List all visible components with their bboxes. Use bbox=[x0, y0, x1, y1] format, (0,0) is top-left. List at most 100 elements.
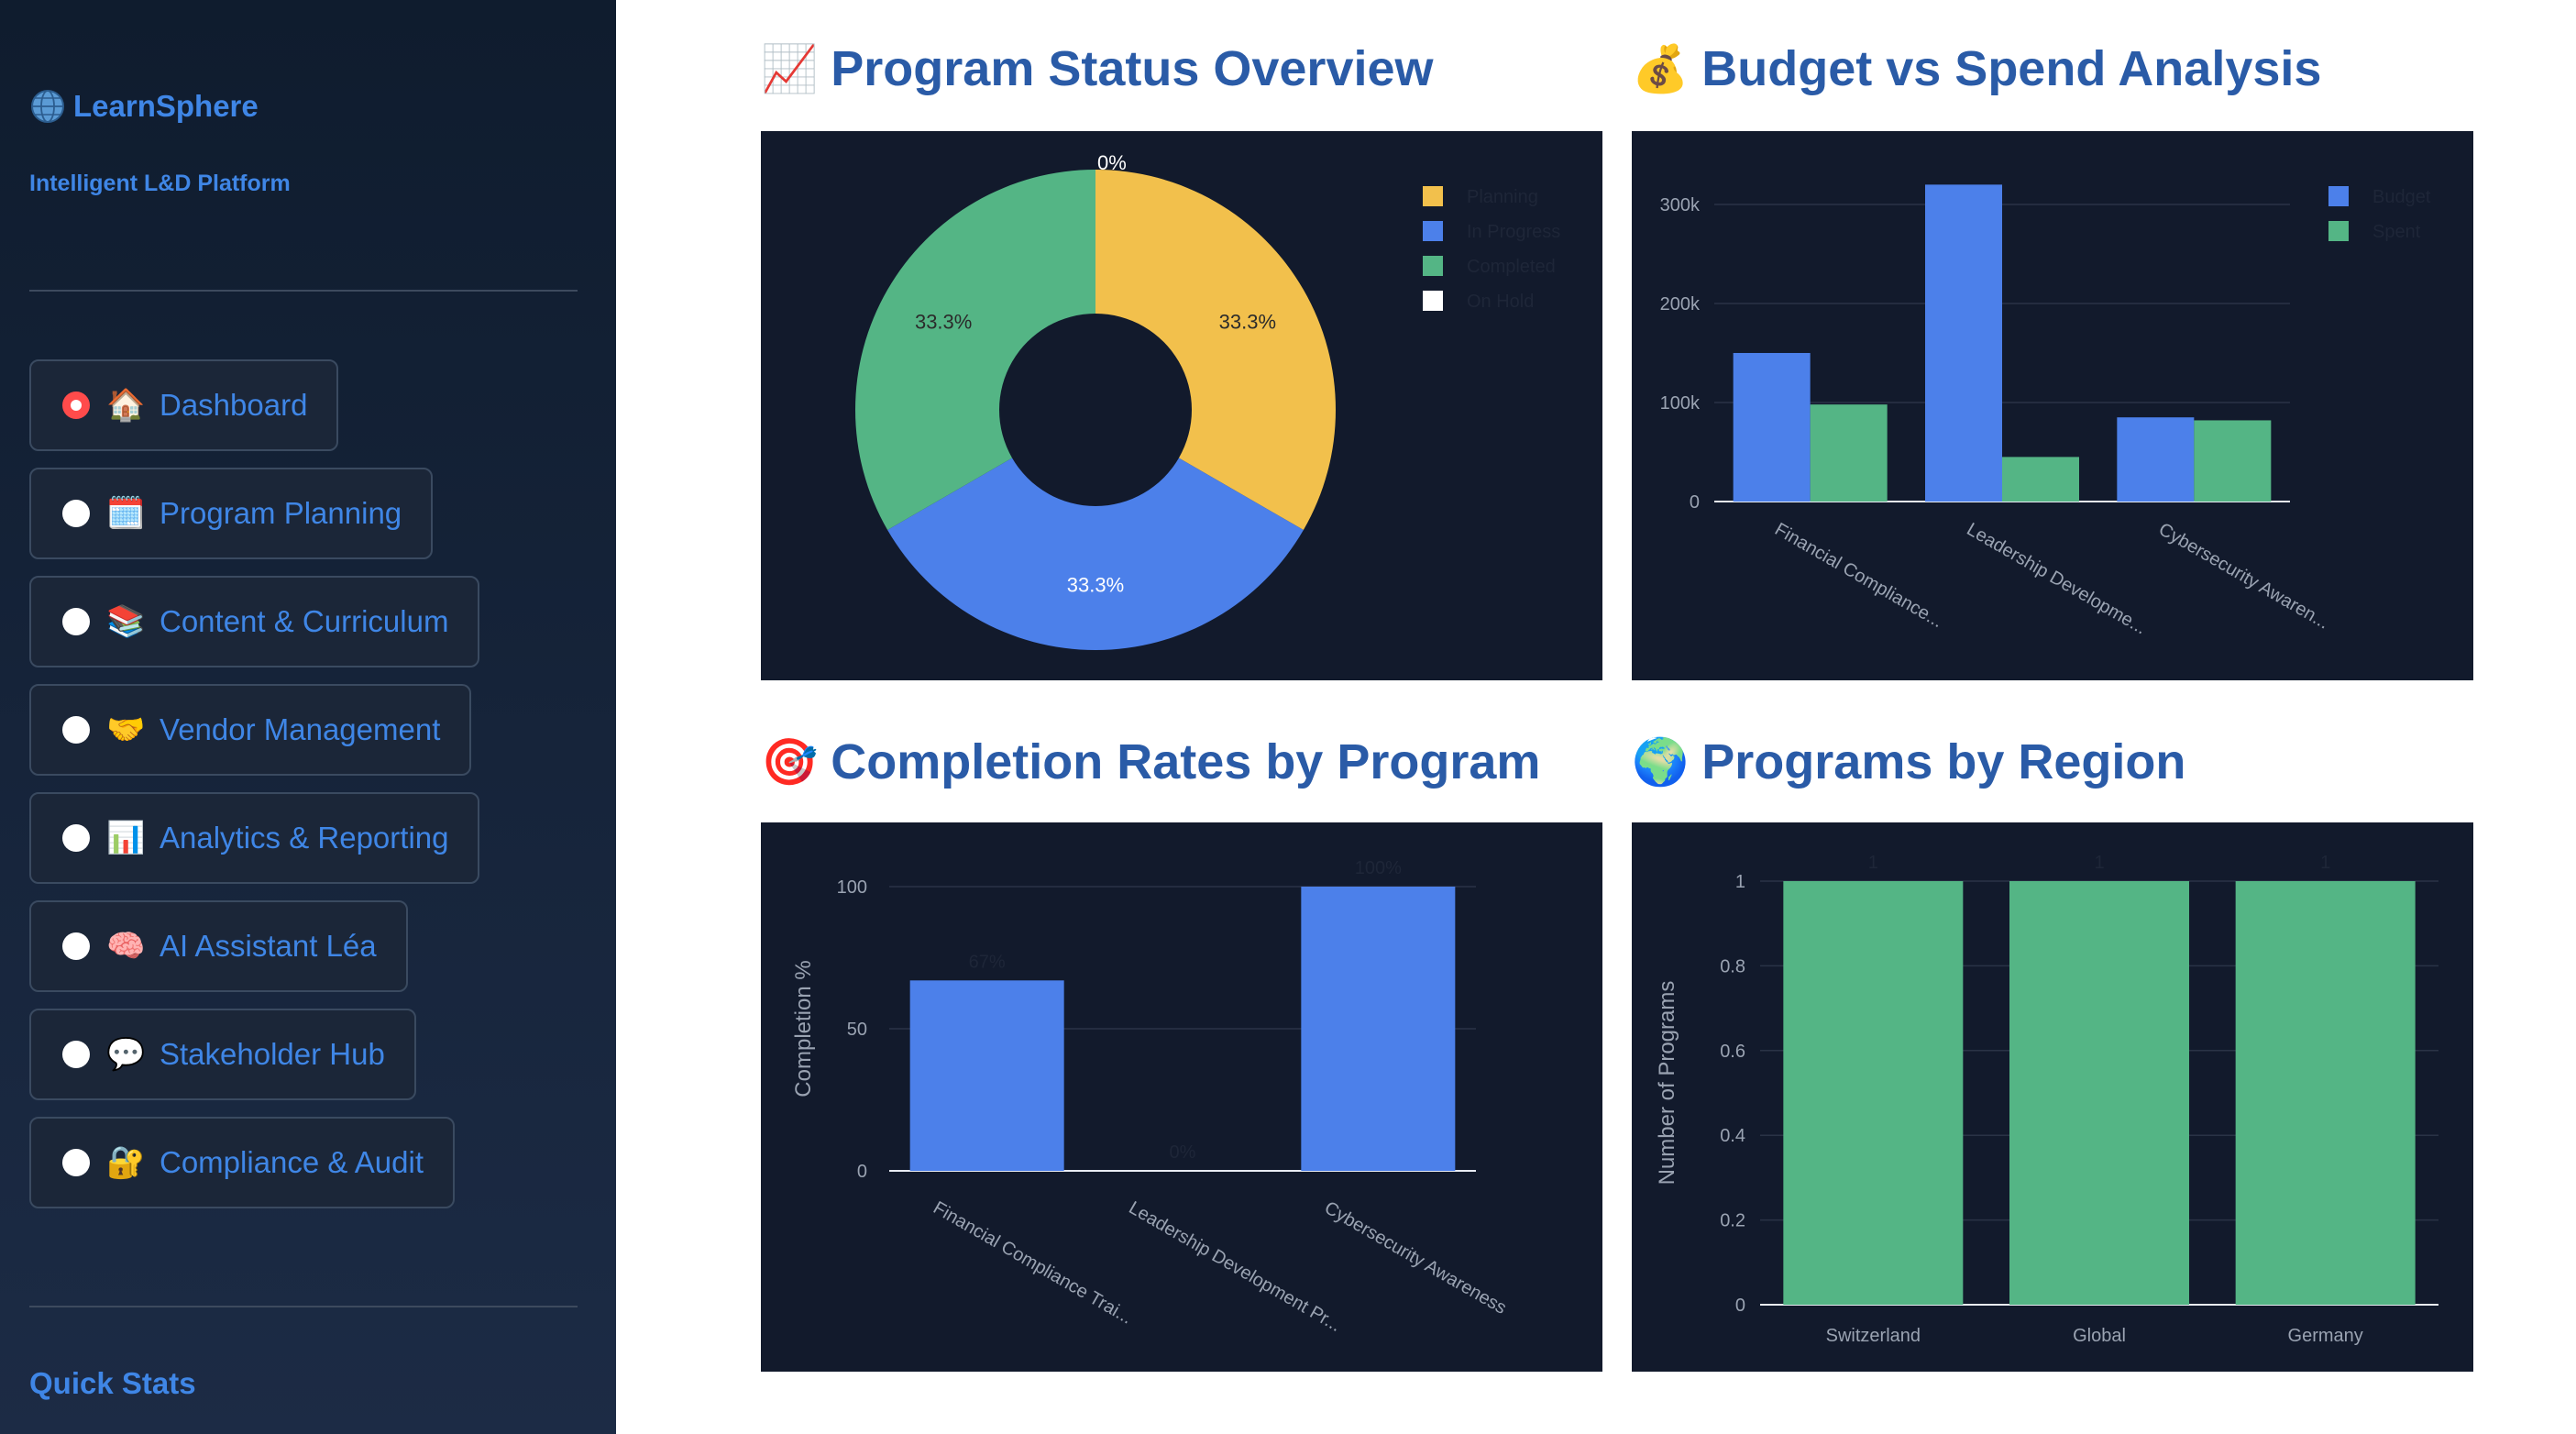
y-tick-label: 0.6 bbox=[1720, 1042, 1745, 1062]
nav-item-label: Compliance & Audit bbox=[160, 1145, 424, 1179]
legend-label: In Progress bbox=[1467, 222, 1560, 242]
legend-swatch bbox=[1423, 221, 1443, 241]
bar-data-label: 67% bbox=[969, 952, 1006, 972]
nav-item-label: AI Assistant Léa bbox=[160, 929, 377, 963]
legend-label: Budget bbox=[2372, 187, 2431, 207]
bar-data-label: 1 bbox=[2320, 853, 2330, 873]
nav-item-analytics-reporting[interactable]: 📊 Analytics & Reporting bbox=[29, 792, 480, 884]
chart-up-icon: 📈 bbox=[761, 42, 819, 94]
legend-swatch bbox=[2328, 186, 2349, 206]
legend-swatch bbox=[1423, 186, 1443, 206]
y-axis-title: Number of Programs bbox=[1655, 981, 1679, 1186]
books-icon: 📚 bbox=[106, 604, 146, 639]
nav-item-label: Stakeholder Hub bbox=[160, 1037, 385, 1071]
bar-budget bbox=[2117, 417, 2195, 502]
legend-label: Spent bbox=[2372, 222, 2421, 242]
radio-button[interactable] bbox=[62, 392, 90, 419]
legend-label: Completed bbox=[1467, 257, 1556, 277]
x-tick-label: Germany bbox=[2288, 1326, 2363, 1346]
completion-title: Completion Rates by Program bbox=[831, 734, 1541, 789]
region-bar bbox=[2009, 881, 2189, 1305]
nav-item-content-curriculum[interactable]: 📚 Content & Curriculum bbox=[29, 576, 480, 667]
handshake-icon: 🤝 bbox=[106, 712, 146, 747]
donut-slice-planning bbox=[1095, 170, 1336, 530]
radio-button[interactable] bbox=[62, 932, 90, 960]
slice-label: 0% bbox=[1097, 151, 1127, 174]
radio-button[interactable] bbox=[62, 1149, 90, 1176]
brand-title: LearnSphere bbox=[73, 89, 259, 123]
y-tick-label: 100k bbox=[1660, 393, 1701, 414]
completion-bar-chart: 0 50 100 Completion % 67% Financial Complianc… bbox=[791, 858, 1510, 1336]
status-donut-chart: 33.3% 33.3% 33.3% 0% Planning In Progress Comp… bbox=[855, 151, 1560, 650]
sidebar-divider bbox=[29, 1306, 578, 1307]
nav-item-stakeholder-hub[interactable]: 💬 Stakeholder Hub bbox=[29, 1009, 416, 1100]
radio-button[interactable] bbox=[62, 1041, 90, 1068]
slice-label: 33.3% bbox=[1067, 574, 1124, 597]
donut-slice-in-progress bbox=[887, 458, 1304, 650]
radio-button[interactable] bbox=[62, 824, 90, 852]
sidebar: LearnSphere Intelligent L&D Platform 🏠 Da… bbox=[0, 0, 616, 1434]
y-tick-label: 300k bbox=[1660, 195, 1701, 215]
radio-button[interactable] bbox=[62, 716, 90, 744]
nav-item-label: Vendor Management bbox=[160, 712, 441, 746]
legend-swatch bbox=[1423, 291, 1443, 311]
region-bar bbox=[1783, 881, 1964, 1305]
radio-button[interactable] bbox=[62, 608, 90, 635]
nav-item-ai-assistant-l-a[interactable]: 🧠 AI Assistant Léa bbox=[29, 900, 408, 992]
legend-label: On Hold bbox=[1467, 292, 1534, 312]
bar-chart-icon: 📊 bbox=[106, 821, 146, 855]
legend-label: Planning bbox=[1467, 187, 1538, 207]
globe-icon: 🌍 bbox=[1632, 735, 1690, 788]
y-tick-label: 1 bbox=[1735, 872, 1745, 892]
nav-item-program-planning[interactable]: 🗓️ Program Planning bbox=[29, 468, 434, 559]
bar-budget bbox=[1925, 184, 2002, 502]
brand: LearnSphere bbox=[29, 88, 259, 125]
lock-icon: 🔐 bbox=[106, 1145, 146, 1180]
region-bar bbox=[2235, 881, 2416, 1305]
calendar-icon: 🗓️ bbox=[106, 496, 146, 531]
nav-item-label: Analytics & Reporting bbox=[160, 821, 449, 855]
y-tick-label: 0.8 bbox=[1720, 956, 1745, 976]
bar-budget bbox=[1733, 352, 1811, 502]
nav-item-label: Dashboard bbox=[160, 388, 308, 422]
target-icon: 🎯 bbox=[761, 735, 819, 788]
money-bag-icon: 💰 bbox=[1632, 42, 1690, 94]
region-title: Programs by Region bbox=[1701, 734, 2186, 789]
x-tick-label: Cybersecurity Awaren... bbox=[2155, 519, 2333, 633]
house-icon: 🏠 bbox=[106, 388, 146, 423]
y-tick-label: 0.2 bbox=[1720, 1211, 1745, 1231]
status-title: Program Status Overview bbox=[831, 41, 1434, 96]
budget-bar-chart: 0 100k 200k 300k Financial Compliance... Lead… bbox=[1660, 184, 2431, 639]
nav-item-dashboard[interactable]: 🏠 Dashboard bbox=[29, 359, 339, 451]
bar-data-label: 0% bbox=[1170, 1142, 1196, 1163]
slice-label: 33.3% bbox=[1219, 310, 1276, 333]
status-heading: 📈 Program Status Overview bbox=[761, 40, 1434, 97]
y-tick-label: 0 bbox=[1735, 1296, 1745, 1316]
status-chart-panel: 33.3% 33.3% 33.3% 0% Planning In Progress Comp… bbox=[761, 131, 1602, 680]
x-tick-label: Leadership Developme... bbox=[1964, 519, 2151, 638]
nav-item-label: Program Planning bbox=[160, 496, 402, 530]
budget-chart-panel: 0 100k 200k 300k Financial Compliance... Lead… bbox=[1632, 131, 2473, 680]
sidebar-divider bbox=[29, 290, 578, 292]
completion-bar bbox=[909, 980, 1064, 1171]
nav-item-vendor-management[interactable]: 🤝 Vendor Management bbox=[29, 684, 472, 776]
legend-swatch bbox=[2328, 221, 2349, 241]
y-tick-label: 0.4 bbox=[1720, 1126, 1745, 1146]
globe-icon bbox=[31, 90, 64, 123]
x-tick-label: Cybersecurity Awareness bbox=[1321, 1197, 1510, 1318]
nav-item-compliance-audit[interactable]: 🔐 Compliance & Audit bbox=[29, 1117, 455, 1208]
x-tick-label: Switzerland bbox=[1826, 1326, 1921, 1346]
completion-chart-panel: 0 50 100 Completion % 67% Financial Complianc… bbox=[761, 822, 1602, 1372]
bar-spent bbox=[2194, 420, 2272, 502]
bar-data-label: 1 bbox=[2094, 853, 2104, 873]
y-axis-title: Completion % bbox=[791, 960, 816, 1097]
x-tick-label: Leadership Development Pr... bbox=[1126, 1197, 1345, 1336]
brand-subtitle: Intelligent L&D Platform bbox=[29, 171, 291, 196]
y-tick-label: 100 bbox=[837, 877, 867, 898]
region-heading: 🌍 Programs by Region bbox=[1632, 734, 2185, 790]
radio-button[interactable] bbox=[62, 500, 90, 527]
bar-data-label: 100% bbox=[1355, 858, 1402, 878]
budget-heading: 💰 Budget vs Spend Analysis bbox=[1632, 40, 2321, 97]
completion-bar bbox=[1301, 887, 1456, 1171]
donut-slice-completed bbox=[855, 170, 1095, 530]
